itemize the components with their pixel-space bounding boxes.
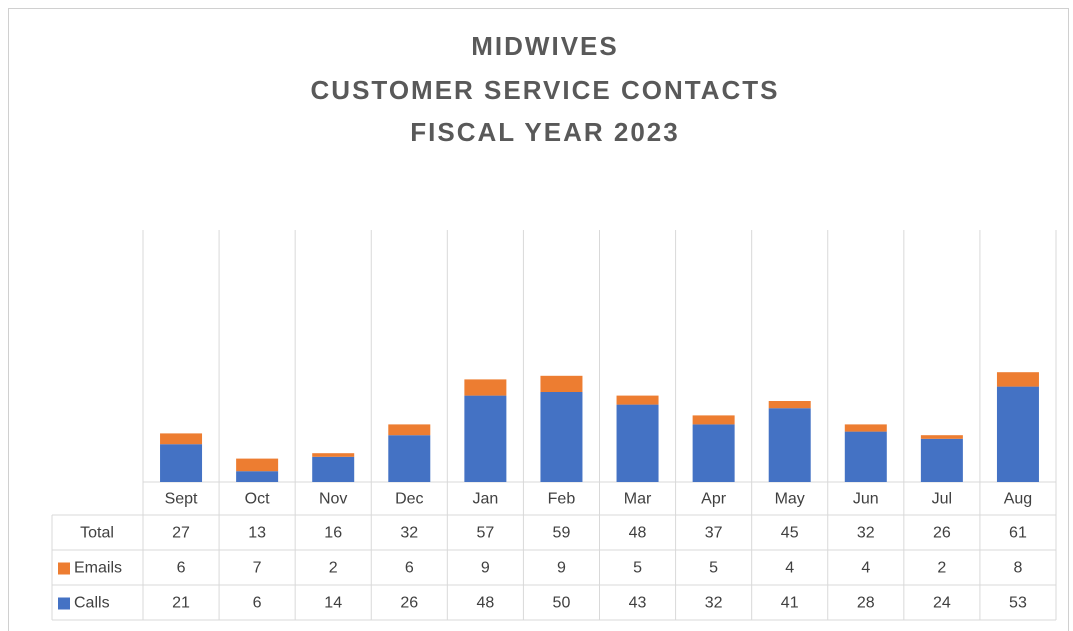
x-tick-label: Mar [624,491,652,508]
bar-segment [464,395,507,482]
x-tick-label: Jan [472,491,498,508]
legend-key [58,562,70,575]
bar-segment [236,471,279,482]
bar-segment [768,401,811,409]
table-value: 6 [405,560,414,577]
table-value: 24 [933,595,951,612]
bar-segment [920,438,963,482]
legend-label: Emails [74,560,122,577]
table-value: 32 [705,595,723,612]
bar-segment [616,404,659,482]
table-value: 37 [705,525,723,542]
bar-segment [996,386,1039,482]
table-value: 59 [553,525,571,542]
bar-segment [996,372,1039,387]
table-value: 16 [324,525,342,542]
bar-segment [540,375,583,392]
x-tick-label: May [775,491,805,508]
x-tick-label: Jun [853,491,879,508]
bar-segment [616,395,659,405]
legend-key [58,597,70,610]
bar-segment [920,435,963,439]
x-tick-label: Aug [1004,491,1032,508]
x-tick-label: Dec [395,491,423,508]
table-value: 53 [1009,595,1027,612]
bar-segment [388,435,431,482]
chart-title: MIDWIVES [471,31,618,61]
table-value: 57 [476,525,494,542]
chart-title: CUSTOMER SERVICE CONTACTS [311,75,780,105]
bar-segment [464,379,507,396]
bar-segment [160,444,203,482]
bar-segment [540,392,583,482]
table-value: 41 [781,595,799,612]
bar-segment [388,424,431,436]
table-value: 5 [709,560,718,577]
table-value: 8 [1014,560,1023,577]
x-tick-label: Feb [548,491,576,508]
table-value: 2 [937,560,946,577]
table-value: 6 [253,595,262,612]
table-value: 6 [177,560,186,577]
row-label: Total [80,525,114,542]
bar-segment [160,433,203,445]
table-value: 21 [172,595,190,612]
x-tick-label: Apr [701,491,727,508]
x-tick-label: Nov [319,491,347,508]
x-tick-label: Sept [165,491,198,508]
table-value: 32 [857,525,875,542]
bar-segment [236,458,279,472]
table-value: 9 [557,560,566,577]
bar-segment [312,456,355,482]
table-value: 28 [857,595,875,612]
legend-label: Calls [74,595,110,612]
bar-segment [312,453,355,457]
table-value: 43 [629,595,647,612]
chart-frame [8,8,1069,631]
table-value: 61 [1009,525,1027,542]
table-value: 48 [629,525,647,542]
x-tick-label: Oct [245,491,270,508]
bar-segment [844,431,887,482]
table-value: 4 [861,560,870,577]
table-value: 45 [781,525,799,542]
table-value: 13 [248,525,266,542]
table-value: 9 [481,560,490,577]
table-value: 2 [329,560,338,577]
bar-segment [692,424,735,482]
table-value: 4 [785,560,794,577]
chart-title: FISCAL YEAR 2023 [410,117,679,147]
table-value: 5 [633,560,642,577]
bar-segment [768,408,811,482]
table-value: 26 [933,525,951,542]
table-value: 14 [324,595,342,612]
table-value: 50 [553,595,571,612]
table-value: 48 [476,595,494,612]
x-tick-label: Jul [932,491,952,508]
bar-segment [692,415,735,425]
table-value: 26 [400,595,418,612]
table-value: 7 [253,560,262,577]
table-value: 32 [400,525,418,542]
bar-segment [844,424,887,432]
table-value: 27 [172,525,190,542]
